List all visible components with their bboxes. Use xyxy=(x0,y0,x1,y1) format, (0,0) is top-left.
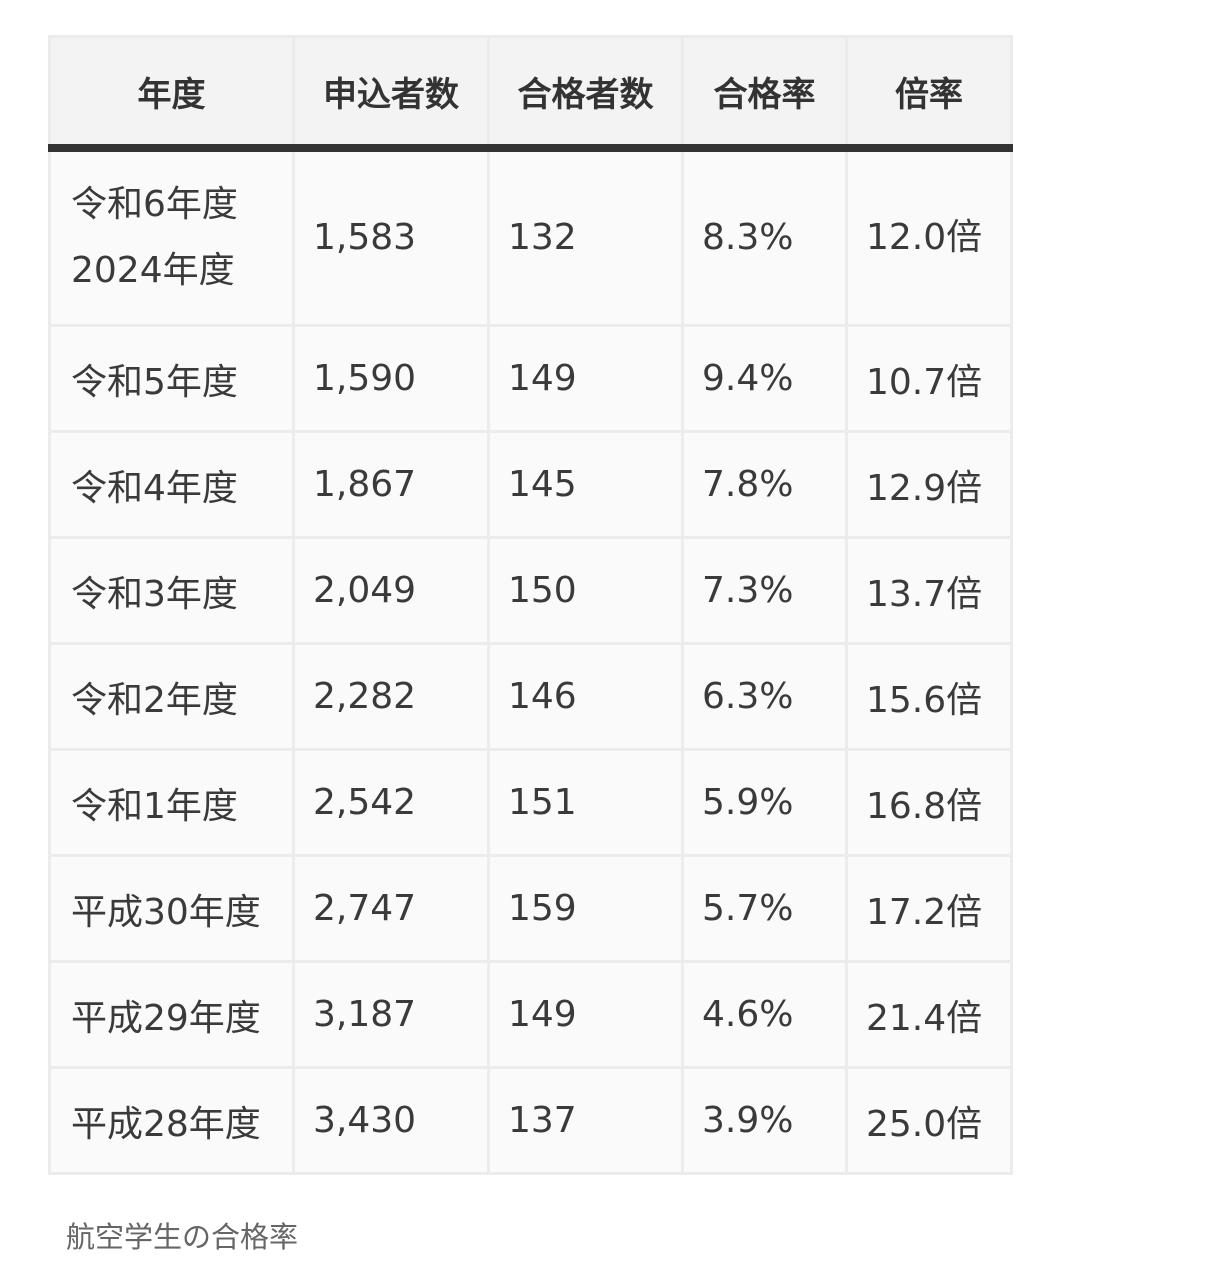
cell-pass-rate: 7.8% xyxy=(681,430,848,539)
cell-passed: 150 xyxy=(487,536,684,645)
cell-pass-rate: 5.9% xyxy=(681,748,848,857)
cell-pass-rate: 9.4% xyxy=(681,324,848,433)
pass-rate-table: 年度 申込者数 合格者数 合格率 倍率 令和6年度 2024年度 1,583 13… xyxy=(48,35,1013,1175)
cell-applicants: 2,747 xyxy=(292,854,490,963)
cell-pass-rate: 7.3% xyxy=(681,536,848,645)
table-row: 平成29年度 3,187 149 4.6% 21.4倍 xyxy=(48,960,1013,1069)
cell-ratio: 16.8倍 xyxy=(845,748,1013,857)
cell-applicants: 1,590 xyxy=(292,324,490,433)
cell-applicants: 2,542 xyxy=(292,748,490,857)
cell-applicants: 2,049 xyxy=(292,536,490,645)
cell-applicants: 1,583 xyxy=(292,146,490,327)
header-passed: 合格者数 xyxy=(487,35,684,152)
cell-passed: 132 xyxy=(487,146,684,327)
cell-passed: 159 xyxy=(487,854,684,963)
cell-ratio: 25.0倍 xyxy=(845,1066,1013,1175)
cell-passed: 149 xyxy=(487,324,684,433)
cell-applicants: 3,430 xyxy=(292,1066,490,1175)
table-row: 令和5年度 1,590 149 9.4% 10.7倍 xyxy=(48,324,1013,433)
cell-ratio: 10.7倍 xyxy=(845,324,1013,433)
cell-ratio: 12.9倍 xyxy=(845,430,1013,539)
year-sub-label: 2024年度 xyxy=(71,250,235,291)
cell-applicants: 2,282 xyxy=(292,642,490,751)
cell-pass-rate: 8.3% xyxy=(681,146,848,327)
header-applicants: 申込者数 xyxy=(292,35,490,152)
table-header-row: 年度 申込者数 合格者数 合格率 倍率 xyxy=(48,35,1013,152)
cell-year: 平成28年度 xyxy=(48,1066,295,1175)
cell-ratio: 15.6倍 xyxy=(845,642,1013,751)
cell-passed: 151 xyxy=(487,748,684,857)
cell-pass-rate: 6.3% xyxy=(681,642,848,751)
table-row: 令和4年度 1,867 145 7.8% 12.9倍 xyxy=(48,430,1013,539)
table-row: 令和3年度 2,049 150 7.3% 13.7倍 xyxy=(48,536,1013,645)
cell-year: 令和2年度 xyxy=(48,642,295,751)
cell-year: 令和5年度 xyxy=(48,324,295,433)
table-caption: 航空学生の合格率 xyxy=(66,1220,299,1254)
cell-year: 令和6年度 2024年度 xyxy=(48,146,295,327)
cell-year: 令和3年度 xyxy=(48,536,295,645)
cell-applicants: 3,187 xyxy=(292,960,490,1069)
cell-ratio: 12.0倍 xyxy=(845,146,1013,327)
cell-year: 令和4年度 xyxy=(48,430,295,539)
header-ratio: 倍率 xyxy=(845,35,1013,152)
cell-applicants: 1,867 xyxy=(292,430,490,539)
cell-year: 平成29年度 xyxy=(48,960,295,1069)
table-row: 平成30年度 2,747 159 5.7% 17.2倍 xyxy=(48,854,1013,963)
cell-pass-rate: 3.9% xyxy=(681,1066,848,1175)
cell-passed: 145 xyxy=(487,430,684,539)
cell-pass-rate: 4.6% xyxy=(681,960,848,1069)
table-row: 令和6年度 2024年度 1,583 132 8.3% 12.0倍 xyxy=(48,146,1013,327)
cell-year: 令和1年度 xyxy=(48,748,295,857)
cell-passed: 146 xyxy=(487,642,684,751)
header-year: 年度 xyxy=(48,35,295,152)
cell-passed: 149 xyxy=(487,960,684,1069)
year-label: 令和6年度 xyxy=(71,184,238,225)
table-row: 令和1年度 2,542 151 5.9% 16.8倍 xyxy=(48,748,1013,857)
cell-year: 平成30年度 xyxy=(48,854,295,963)
table-row: 令和2年度 2,282 146 6.3% 15.6倍 xyxy=(48,642,1013,751)
cell-ratio: 17.2倍 xyxy=(845,854,1013,963)
cell-ratio: 13.7倍 xyxy=(845,536,1013,645)
header-pass-rate: 合格率 xyxy=(681,35,848,152)
table-row: 平成28年度 3,430 137 3.9% 25.0倍 xyxy=(48,1066,1013,1175)
cell-ratio: 21.4倍 xyxy=(845,960,1013,1069)
cell-passed: 137 xyxy=(487,1066,684,1175)
cell-pass-rate: 5.7% xyxy=(681,854,848,963)
